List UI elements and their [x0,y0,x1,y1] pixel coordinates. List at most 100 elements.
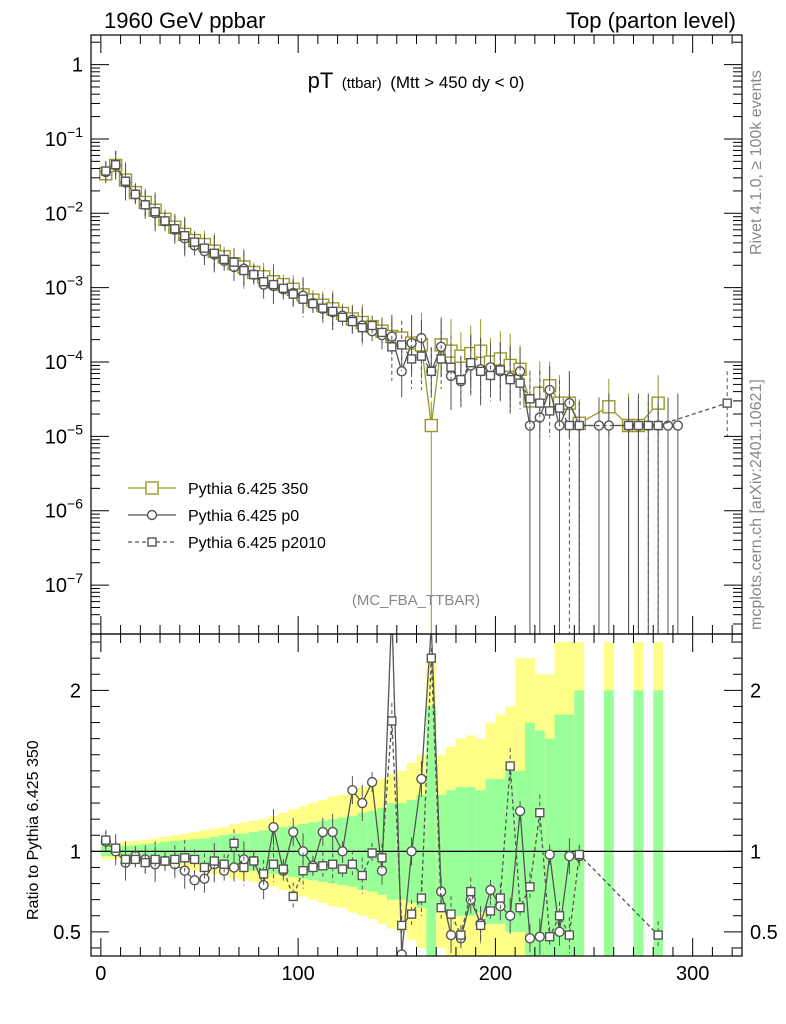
data-point [564,850,575,862]
mcplots-label: mcplots.cern.ch [arXiv:2401.10621] [748,379,765,630]
data-point [525,394,535,404]
data-point [120,176,131,186]
data-point [466,886,476,897]
data-point [653,420,663,431]
uncertainty-band-stat [554,714,565,956]
data-point [525,882,535,892]
title-sub2: (Mtt > 450 dy < 0) [390,73,524,92]
legend-marker [147,537,157,547]
data-point [485,370,496,381]
data-point [446,362,456,372]
data-point [535,808,545,818]
data-point [436,903,446,913]
header-left: 1960 GeV ppbar [104,8,265,33]
data-point [337,864,348,874]
data-point [515,378,525,388]
data-point [456,930,466,940]
data-point [406,846,417,857]
data-point [426,653,436,663]
uncertainty-band-stat [574,690,585,956]
series-line [105,164,659,427]
data-point [367,848,377,858]
data-point [554,403,565,413]
data-point [495,365,506,375]
data-point [150,207,160,217]
data-point [406,354,417,364]
data-point [219,859,229,869]
data-point [505,910,516,921]
uncertainty-band-stat [534,730,545,956]
data-point [318,303,328,313]
data-point [327,826,338,838]
data-point [475,366,486,377]
legend: Pythia 6.425 350 Pythia 6.425 p0 Pythia 6.… [128,481,326,552]
y-tick-label: 10−7 [45,570,83,597]
data-point [170,854,180,865]
data-point [406,909,417,919]
data-point [397,340,407,350]
data-point [424,418,438,433]
data-point [101,835,111,845]
uncertainty-band-stat [603,690,614,956]
data-point [672,420,684,431]
header-right: Top (parton level) [566,8,736,33]
title-sub1: (ttbar) [342,75,382,92]
data-point [189,875,200,886]
data-point [544,849,555,860]
data-point [268,279,279,290]
data-point [643,420,653,431]
data-point [623,420,634,431]
data-point [120,854,131,865]
x-tick-label: 100 [281,963,314,985]
y-tick-label: 10−2 [45,198,83,225]
series-line [105,658,659,940]
uncertainty-band-stat [564,714,575,956]
data-point [485,884,496,896]
data-point [366,776,378,788]
data-point [466,357,476,368]
data-point [239,265,249,276]
data-point [397,920,407,931]
data-point [130,854,141,865]
data-point [514,805,526,817]
data-point [170,224,180,234]
data-point [524,933,536,944]
ratio-panel: 0.5 0.5 1 1 2 2 0 100 200 300 [53,633,778,985]
y-tick-label-right: 2 [750,680,761,702]
data-point [377,853,387,863]
title-main: pT [308,68,334,93]
data-point [387,716,397,726]
legend-label: Pythia 6.425 p2010 [188,535,326,552]
data-point [347,316,358,327]
y-tick-label-right: 0.5 [750,922,778,944]
data-point [180,230,190,241]
data-point [505,761,515,771]
data-point [249,269,259,280]
data-point [544,406,555,416]
main-panel: 10−7 10−6 10−5 10−4 10−3 10−2 10−1 1 pT (ttbar)… [45,34,743,635]
data-point [278,283,289,294]
data-point [534,931,545,942]
data-point [327,859,338,869]
data-point [298,294,308,304]
data-point [160,856,170,866]
data-point [426,366,436,377]
data-point [199,862,210,873]
data-point [219,254,229,265]
data-point [130,189,141,200]
data-point [574,420,584,431]
data-point [564,930,575,940]
uncertainty-band-stat [426,706,437,956]
data-point [140,200,150,210]
data-point [337,312,348,322]
data-point [268,859,279,869]
data-point [416,351,427,361]
data-point [554,911,565,921]
data-point [436,354,446,364]
data-point [150,854,160,865]
data-point [396,949,407,956]
data-point [228,862,240,873]
data-point [268,822,279,833]
legend-label: Pythia 6.425 350 [188,481,308,498]
data-point [357,870,367,881]
